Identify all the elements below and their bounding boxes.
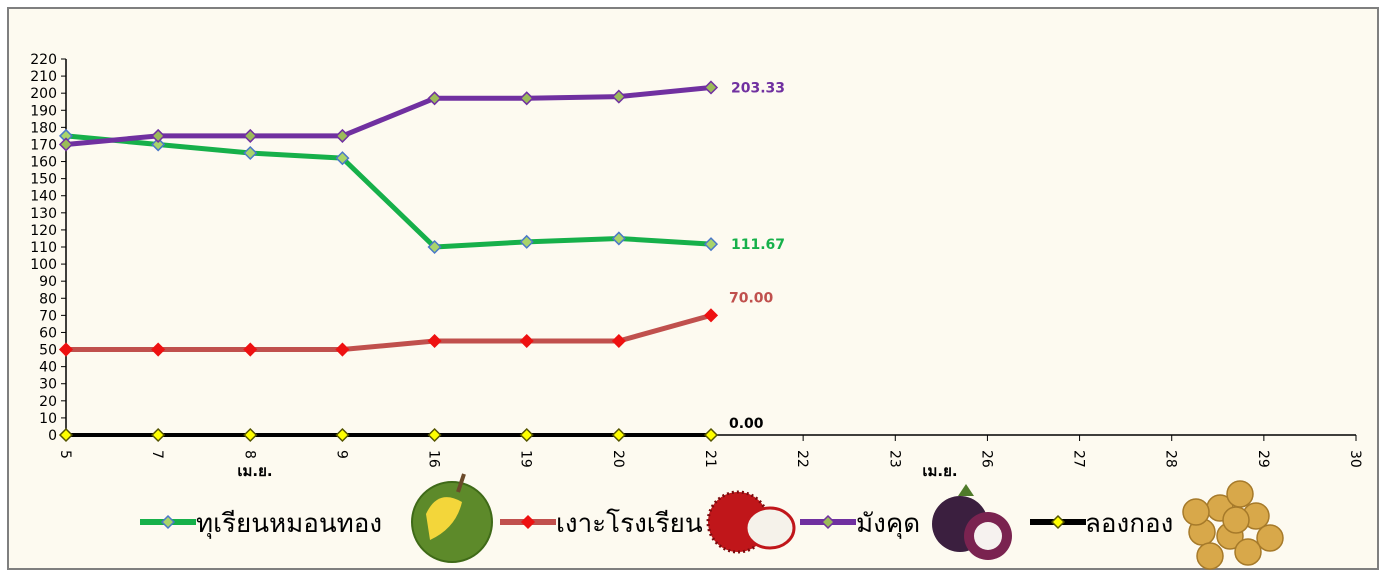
data-point xyxy=(151,427,166,443)
x-tick-label: 30 xyxy=(1347,450,1363,468)
y-tick-label: 120 xyxy=(30,223,57,239)
data-point xyxy=(427,91,442,106)
x-tick-label: 22 xyxy=(794,450,810,468)
end-value-label: 203.33 xyxy=(731,80,785,96)
y-tick-label: 200 xyxy=(30,86,57,102)
series-line xyxy=(66,312,712,353)
x-group-label: เม.ย. xyxy=(237,462,272,480)
data-point xyxy=(58,342,74,357)
data-point xyxy=(151,128,166,143)
legend-marker xyxy=(1050,514,1066,530)
data-point xyxy=(335,128,350,143)
data-point xyxy=(703,237,719,252)
data-point xyxy=(58,427,74,443)
data-point xyxy=(611,89,626,104)
x-tick-label: 7 xyxy=(149,450,165,459)
chart-background xyxy=(7,7,1379,570)
y-tick-label: 100 xyxy=(30,257,57,273)
y-tick-label: 210 xyxy=(30,69,57,85)
y-tick-label: 190 xyxy=(30,103,57,119)
x-tick-label: 27 xyxy=(1071,450,1087,468)
series-line xyxy=(65,85,712,147)
y-tick-label: 110 xyxy=(30,240,57,256)
x-tick-label: 29 xyxy=(1255,450,1271,468)
y-tick-label: 40 xyxy=(39,360,57,376)
x-tick-label: 28 xyxy=(1163,450,1179,468)
end-value-label: 111.67 xyxy=(731,237,785,253)
y-tick-label: 160 xyxy=(30,155,57,171)
y-tick-label: 80 xyxy=(39,291,57,307)
y-tick-label: 170 xyxy=(30,137,57,153)
data-point xyxy=(611,427,626,443)
y-tick-label: 10 xyxy=(39,411,57,427)
legend-label: ทุเรียนหมอนทอง xyxy=(196,509,382,539)
series-line xyxy=(65,133,712,250)
y-tick-label: 90 xyxy=(39,274,57,290)
mangosteen-image xyxy=(932,484,1012,560)
end-value-label: 70.00 xyxy=(729,290,774,306)
x-group-labels: เม.ย. เม.ย. xyxy=(237,462,957,480)
y-tick-label: 70 xyxy=(39,308,57,324)
x-tick-label: 23 xyxy=(886,450,902,468)
y-tick-label: 50 xyxy=(39,343,57,359)
data-point xyxy=(427,333,442,349)
data-labels: 111.67 70.00 203.33 0.00 xyxy=(729,80,785,432)
legend-marker xyxy=(160,514,176,530)
data-point xyxy=(243,128,258,143)
y-tick-label: 130 xyxy=(30,206,57,222)
x-tick-label: 16 xyxy=(426,450,442,468)
data-point xyxy=(335,151,350,166)
data-point xyxy=(611,231,626,246)
data-point xyxy=(703,308,719,323)
x-tick-label: 26 xyxy=(978,450,994,468)
data-point xyxy=(703,427,719,443)
data-point xyxy=(243,427,258,443)
x-tick-label: 20 xyxy=(610,450,626,468)
x-tick-label: 9 xyxy=(333,450,349,459)
y-tick-label: 0 xyxy=(48,428,57,444)
data-point xyxy=(427,239,442,255)
y-tick-label: 180 xyxy=(30,120,57,136)
durian-image xyxy=(411,473,493,563)
legend-marker xyxy=(820,514,836,530)
x-tick-label: 5 xyxy=(57,450,73,459)
data-point xyxy=(427,427,442,443)
y-tick-label: 20 xyxy=(39,394,57,410)
y-tick-label: 220 xyxy=(30,52,57,68)
x-group-label: เม.ย. xyxy=(922,462,957,480)
y-tick-label: 140 xyxy=(30,189,57,205)
x-tick-label: 21 xyxy=(702,450,718,468)
data-point xyxy=(519,333,534,349)
legend-label: เงาะโรงเรียน xyxy=(556,508,703,539)
x-tick-label: 19 xyxy=(518,450,534,468)
legend-label: มังคุด xyxy=(856,509,920,539)
data-point xyxy=(243,342,258,357)
data-point xyxy=(703,80,719,95)
data-point xyxy=(519,91,534,106)
data-point xyxy=(519,427,534,443)
data-point xyxy=(335,342,350,357)
rambutan-image xyxy=(706,490,796,554)
y-tick-label: 60 xyxy=(39,325,57,341)
y-tick-label: 150 xyxy=(30,172,57,188)
data-point xyxy=(151,137,166,152)
data-point xyxy=(58,137,74,152)
end-value-label: 0.00 xyxy=(729,416,764,432)
series-lines xyxy=(58,80,719,443)
longkong-image xyxy=(1182,480,1284,570)
legend-marker xyxy=(520,514,536,530)
data-point xyxy=(243,145,258,161)
legend-label: ลองกอง xyxy=(1085,509,1173,539)
y-tick-label: 30 xyxy=(39,377,57,393)
legend: ทุเรียนหมอนทอง เงาะโรงเรียน มังคุด ลองกอง xyxy=(140,473,1284,570)
data-point xyxy=(335,427,350,443)
data-point xyxy=(151,342,166,357)
data-point xyxy=(519,234,534,249)
x-tick-label: 8 xyxy=(241,450,257,459)
data-point xyxy=(611,333,626,349)
